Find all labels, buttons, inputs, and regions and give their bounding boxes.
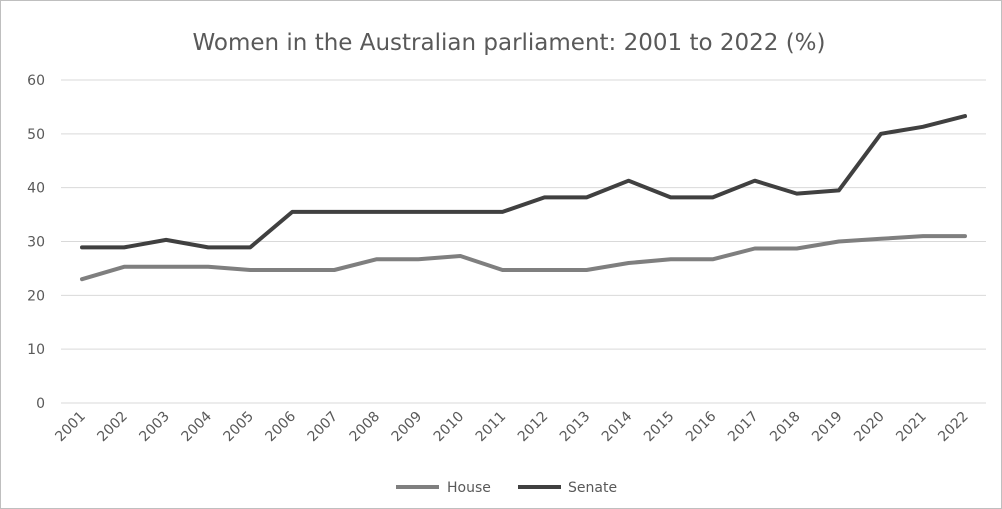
x-tick-label: 2002 [94, 409, 131, 446]
series-lines [82, 116, 965, 279]
x-tick-label: 2006 [263, 408, 300, 445]
x-tick-label: 2010 [431, 409, 468, 446]
x-tick-label: 2007 [305, 409, 342, 446]
x-tick-label: 2015 [641, 409, 678, 446]
legend-label-house: House [447, 480, 491, 496]
y-tick-label: 10 [27, 342, 45, 358]
x-tick-label: 2009 [389, 409, 426, 446]
y-tick-label: 50 [27, 127, 45, 143]
legend: House Senate [396, 480, 617, 496]
y-tick-label: 0 [36, 396, 45, 412]
x-tick-label: 2021 [893, 409, 930, 446]
x-tick-label: 2008 [347, 409, 384, 446]
x-tick-label: 2003 [136, 409, 173, 446]
x-tick-label: 2022 [935, 409, 972, 446]
legend-label-senate: Senate [568, 480, 617, 496]
x-tick-label: 2020 [851, 409, 888, 446]
series-line-senate [82, 116, 965, 247]
x-tick-label: 2019 [809, 409, 846, 446]
x-tick-label: 2014 [599, 408, 636, 445]
x-tick-label: 2016 [683, 408, 720, 445]
y-tick-label: 20 [27, 288, 45, 304]
x-tick-label: 2017 [725, 409, 762, 446]
series-line-house [82, 236, 965, 279]
x-tick-label: 2013 [557, 409, 594, 446]
y-axis-ticks: 0 10 20 30 40 50 60 [27, 73, 45, 412]
y-tick-label: 60 [27, 73, 45, 89]
x-tick-label: 2001 [52, 409, 89, 446]
x-tick-label: 2012 [515, 409, 552, 446]
chart-title: Women in the Australian parliament: 2001… [193, 30, 826, 56]
x-tick-label: 2004 [178, 408, 215, 445]
x-tick-label: 2018 [767, 409, 804, 446]
x-tick-label: 2005 [221, 409, 258, 446]
y-tick-label: 30 [27, 235, 45, 251]
y-tick-label: 40 [27, 181, 45, 197]
x-axis-ticks: 2001 2002 2003 2004 2005 2006 2007 2008 2009 2010… [52, 408, 971, 445]
x-tick-label: 2011 [473, 409, 510, 446]
